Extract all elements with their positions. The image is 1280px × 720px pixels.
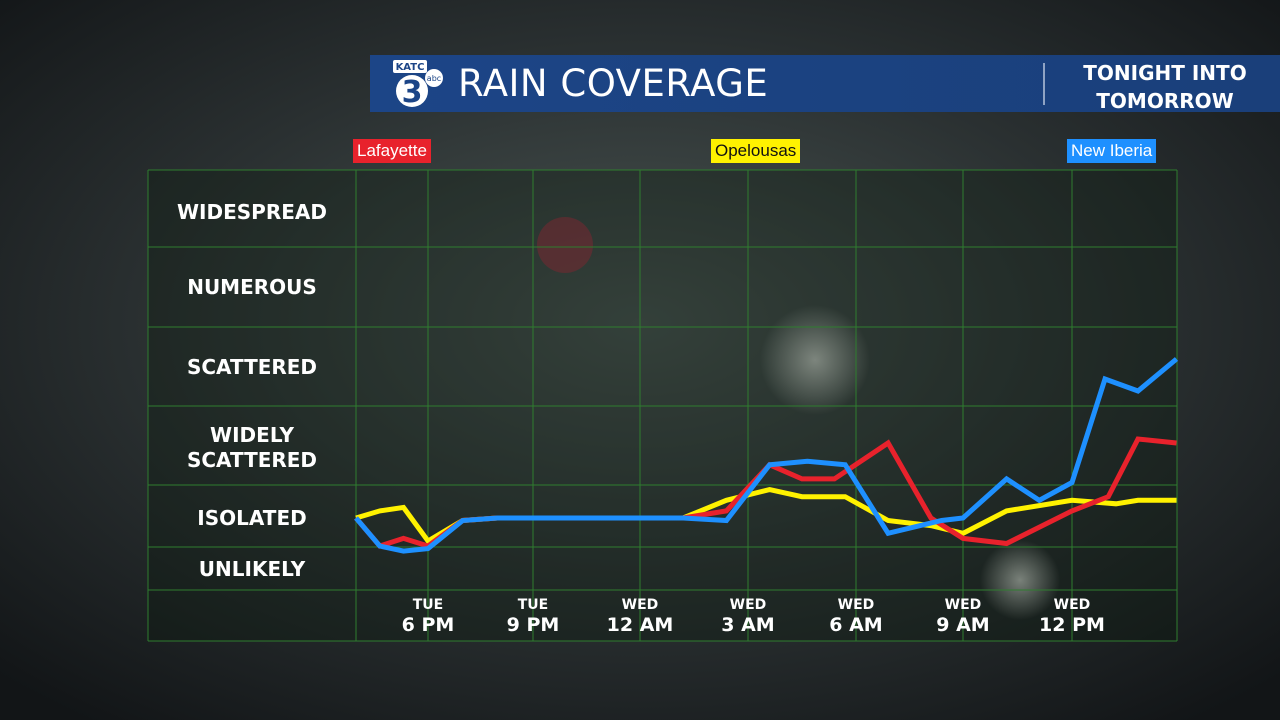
legend-opelousas: Opelousas — [711, 139, 801, 163]
header-subtitle: TONIGHT INTO TOMORROW — [1060, 59, 1270, 115]
logo-letters: KATC — [396, 62, 425, 73]
subtitle-line-1: TONIGHT INTO — [1083, 61, 1247, 85]
header-banner: KATC 3 abc RAIN COVERAGE TONIGHT INTO TO… — [370, 55, 1280, 115]
subtitle-line-2: TOMORROW — [1096, 89, 1234, 113]
x-tick-day: TUE — [518, 597, 548, 613]
y-category-label: WIDELY — [210, 423, 294, 447]
x-tick-day: WED — [1054, 597, 1091, 613]
x-tick-time: 6 AM — [829, 614, 882, 636]
series-line-opelousas — [355, 487, 1177, 545]
logo-abc: abc — [427, 74, 441, 83]
y-category-label: WIDESPREAD — [177, 200, 327, 224]
page-title: RAIN COVERAGE — [458, 62, 769, 105]
y-category-label: SCATTERED — [187, 448, 317, 472]
x-tick-time: 9 PM — [507, 614, 560, 636]
x-tick-time: 6 PM — [402, 614, 455, 636]
x-tick-time: 12 AM — [607, 614, 674, 636]
x-tick-day: WED — [945, 597, 982, 613]
katc-logo: KATC 3 abc — [393, 60, 443, 109]
y-category-label: ISOLATED — [197, 506, 306, 530]
y-category-label: NUMEROUS — [187, 275, 317, 299]
x-tick-day: WED — [622, 597, 659, 613]
series-line-new-iberia — [354, 357, 1179, 554]
x-tick-time: 9 AM — [936, 614, 989, 636]
x-tick-time: 3 AM — [721, 614, 774, 636]
x-tick-time: 12 PM — [1039, 614, 1105, 636]
y-category-label: SCATTERED — [187, 355, 317, 379]
x-tick-day: WED — [838, 597, 875, 613]
legend-new-iberia: New Iberia — [1067, 139, 1157, 163]
x-tick-day: WED — [730, 597, 767, 613]
legend-lafayette: Lafayette — [353, 139, 431, 163]
header-divider — [1043, 63, 1045, 105]
y-category-label: UNLIKELY — [199, 557, 306, 581]
x-tick-day: TUE — [413, 597, 443, 613]
logo-number: 3 — [402, 75, 423, 109]
